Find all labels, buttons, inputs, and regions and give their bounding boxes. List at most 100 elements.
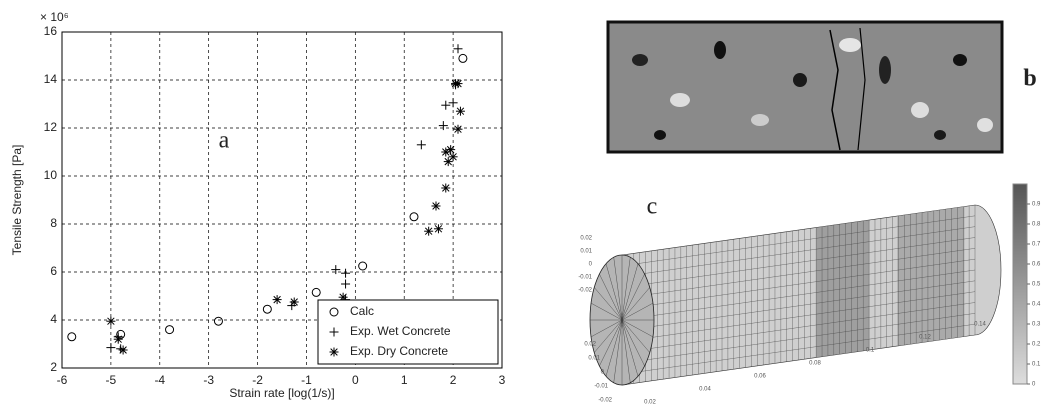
marker-shape <box>165 325 175 335</box>
data-point <box>448 98 458 108</box>
mesh-line <box>621 319 645 367</box>
mesh-line <box>599 319 623 367</box>
marker-shape <box>449 153 457 161</box>
colorbar-tick-label: 0.6 <box>1032 262 1041 268</box>
colorbar-tick-label: 0.3 <box>1032 322 1041 328</box>
data-point <box>213 316 223 326</box>
axis3d-tick-label: 0.01 <box>580 249 592 255</box>
legend-label: Calc <box>350 304 374 318</box>
data-point <box>67 332 77 342</box>
x-tick-label: -6 <box>57 373 68 387</box>
colorbar-tick-label: 0.8 <box>1032 222 1041 228</box>
data-point <box>331 265 341 275</box>
panel-label: b <box>1023 66 1036 92</box>
mesh-line <box>621 257 631 321</box>
x-tick-label: -3 <box>203 373 214 387</box>
x-tick-label: 2 <box>450 373 457 387</box>
data-point <box>262 304 272 314</box>
legend-marker <box>329 347 339 357</box>
mesh-line <box>621 319 654 337</box>
y-tick-label: 10 <box>44 168 58 182</box>
data-point <box>165 325 175 335</box>
colorbar-tick-label: 0.5 <box>1032 282 1041 288</box>
data-point <box>441 100 451 110</box>
data-point <box>106 343 116 353</box>
marker-shape <box>330 348 338 356</box>
marker-shape <box>424 227 433 235</box>
concrete-photo <box>606 20 1004 154</box>
axis3d-tick-label: 0 <box>601 370 605 376</box>
marker-shape <box>311 287 321 297</box>
data-point <box>441 147 451 157</box>
data-point <box>272 295 282 305</box>
data-point <box>424 226 434 236</box>
axis3d-tick-label: 0.01 <box>588 356 600 362</box>
marker-shape <box>339 293 347 301</box>
x-tick-label: -2 <box>252 373 263 387</box>
marker-shape <box>290 298 298 306</box>
mesh-line <box>621 273 645 321</box>
colorbar-tick-label: 0.4 <box>1032 302 1041 308</box>
axis3d-tick-label: 0.06 <box>754 374 766 380</box>
data-point <box>341 268 351 278</box>
marker-shape <box>116 329 126 339</box>
marker-shape <box>119 346 127 354</box>
mesh-line <box>613 319 623 383</box>
axis3d-tick-label: 0.02 <box>580 236 592 242</box>
mesh-line <box>621 319 650 353</box>
y-axis-label: Tensile Strength [Pa] <box>10 145 24 256</box>
panel-label: c <box>647 194 658 220</box>
data-point <box>358 261 368 271</box>
x-tick-label: -1 <box>301 373 312 387</box>
axis3d-tick-label: -0.01 <box>594 384 608 390</box>
colorbar-tick-label: 0.2 <box>1032 342 1041 348</box>
y-tick-label: 12 <box>44 120 58 134</box>
mesh-line <box>621 287 650 321</box>
marker-shape <box>454 79 462 88</box>
mesh-line <box>613 257 623 321</box>
marker-shape <box>107 317 115 325</box>
mesh-line <box>590 303 623 321</box>
axis3d-tick-label: -0.02 <box>578 288 592 294</box>
x-tick-label: 3 <box>499 373 506 387</box>
colorbar: 0.9 0.8 0.7 0.6 0.5 0.4 0.3 0.2 0.1 0 <box>1012 183 1041 388</box>
data-point <box>441 183 451 193</box>
legend-label: Exp. Dry Concrete <box>350 344 448 358</box>
legend-marker <box>329 307 339 317</box>
mesh-line <box>621 263 639 321</box>
x-tick-label: -5 <box>106 373 117 387</box>
y-tick-label: 2 <box>50 360 57 374</box>
axis3d-tick-label: 0.1 <box>866 348 875 354</box>
marker-shape <box>454 125 462 133</box>
y-tick-label: 14 <box>44 72 58 86</box>
data-point <box>431 201 441 211</box>
fe-mesh <box>589 204 1002 386</box>
marker-shape <box>67 332 77 342</box>
data-point <box>289 297 299 307</box>
marker-shape <box>114 335 122 343</box>
data-point <box>287 301 297 311</box>
marker-shape <box>358 261 368 271</box>
marker-shape <box>273 295 281 304</box>
panel-label: a <box>219 128 230 154</box>
marker-shape <box>409 212 419 222</box>
axis3d-tick-label: 0.02 <box>644 400 656 406</box>
marker-shape <box>458 53 468 63</box>
data-point <box>113 334 123 344</box>
axis3d-tick-label: 0.04 <box>699 387 711 393</box>
mesh-line <box>594 319 623 353</box>
mesh-line <box>605 263 623 321</box>
data-point <box>311 287 321 297</box>
colorbar-tick-label: 0 <box>1032 382 1036 388</box>
axis3d-tick-label: -0.01 <box>578 275 592 281</box>
mesh-line <box>590 319 623 337</box>
mesh-line <box>605 319 623 377</box>
marker-shape <box>329 307 339 317</box>
data-point <box>453 124 463 134</box>
mesh-line <box>621 303 654 321</box>
axis3d-tick-label: 0.12 <box>919 335 931 341</box>
x-tick-label: 0 <box>352 373 359 387</box>
y-tick-label: 16 <box>44 24 58 38</box>
colorbar-tick-label: 0.9 <box>1032 202 1041 208</box>
